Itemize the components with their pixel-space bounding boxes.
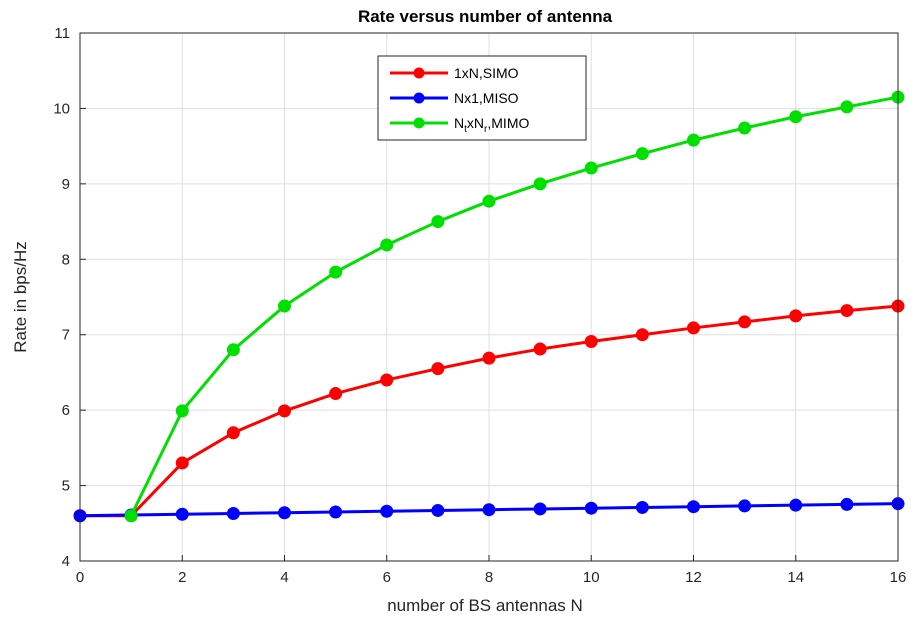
x-tick-label: 14	[787, 569, 804, 586]
data-point	[431, 503, 445, 517]
y-tick-label: 10	[53, 100, 70, 117]
data-point	[687, 500, 700, 514]
data-point	[431, 362, 445, 376]
legend-label: Nx1,MISO	[454, 90, 519, 106]
x-tick-label: 12	[685, 569, 702, 586]
data-point	[380, 373, 394, 387]
data-point	[278, 404, 291, 418]
data-point	[738, 121, 752, 135]
legend: 1xN,SIMO Nx1,MISO NtxNr,MIMO	[377, 55, 587, 141]
x-axis-label: number of BS antennas N	[387, 596, 583, 615]
data-point	[124, 509, 138, 523]
data-point	[584, 501, 598, 515]
data-point	[840, 497, 854, 511]
series-line-2	[129, 95, 899, 517]
data-point	[687, 321, 700, 335]
data-point	[738, 499, 752, 513]
data-point	[840, 304, 854, 318]
data-point	[533, 502, 547, 516]
data-point	[635, 147, 649, 161]
legend-marker	[413, 67, 425, 79]
data-point	[738, 315, 752, 329]
data-point	[635, 500, 649, 514]
chart-title: Rate versus number of antenna	[358, 7, 613, 26]
data-point	[840, 100, 854, 114]
data-point	[380, 238, 394, 252]
data-point	[533, 342, 547, 356]
y-tick-label: 11	[54, 25, 70, 42]
x-tick-label: 10	[583, 569, 600, 586]
y-tick-label: 7	[62, 327, 70, 344]
x-tick-label: 2	[178, 569, 186, 586]
y-tick-label: 6	[62, 402, 70, 419]
x-tick-label: 0	[76, 569, 84, 586]
y-axis-label: Rate in bps/Hz	[11, 241, 30, 353]
legend-label: NtxNr,MIMO	[454, 115, 529, 135]
data-point	[175, 404, 189, 418]
data-point	[482, 351, 496, 365]
data-point	[789, 309, 803, 323]
data-point	[635, 328, 649, 342]
data-point	[175, 456, 189, 470]
legend-label: 1xN,SIMO	[454, 65, 519, 81]
data-point	[278, 506, 291, 520]
data-point	[226, 506, 240, 520]
y-tick-label: 8	[62, 251, 70, 268]
data-point	[226, 343, 240, 357]
data-point	[687, 133, 700, 147]
data-point	[789, 498, 803, 512]
data-point	[226, 426, 240, 440]
y-tick-label: 9	[62, 176, 70, 193]
data-point	[533, 177, 547, 191]
data-point	[329, 387, 343, 401]
data-point	[482, 503, 496, 517]
legend-marker	[413, 117, 425, 129]
y-tick-label: 5	[62, 478, 70, 495]
x-tick-label: 16	[890, 569, 907, 586]
data-point	[482, 194, 496, 208]
y-tick-label: 4	[62, 553, 70, 570]
data-point	[584, 335, 598, 349]
data-point	[278, 299, 291, 313]
data-point	[584, 161, 598, 175]
data-point	[380, 504, 394, 518]
legend-marker	[413, 92, 425, 104]
x-tick-label: 4	[280, 569, 288, 586]
series-layer	[73, 90, 905, 523]
data-point	[329, 265, 343, 279]
data-point	[431, 215, 445, 229]
data-point	[329, 505, 343, 519]
x-tick-label: 8	[485, 569, 493, 586]
data-point	[175, 507, 189, 521]
data-point	[789, 110, 803, 124]
x-tick-label: 6	[383, 569, 391, 586]
axes: 0 2 4 6 8 10 12 14 16 4 5 6 7 8 9 10 11	[53, 25, 906, 586]
